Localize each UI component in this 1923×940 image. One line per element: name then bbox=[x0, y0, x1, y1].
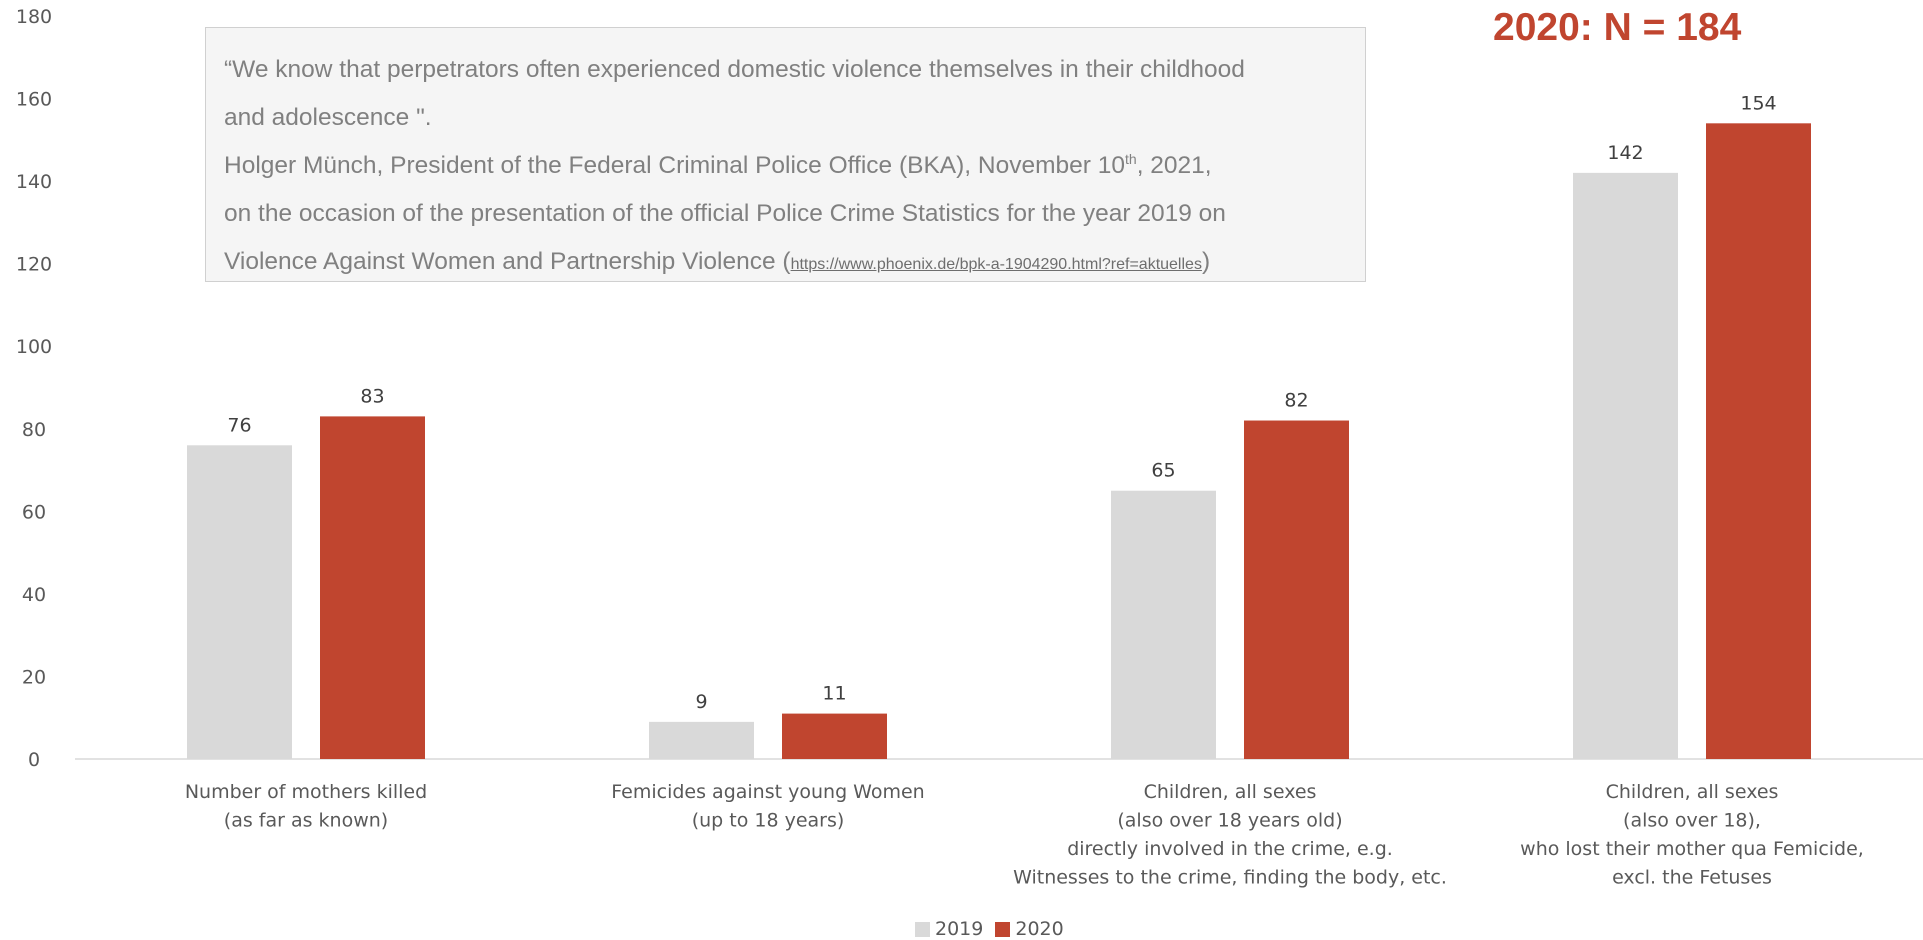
y-tick-label: 0 bbox=[28, 749, 40, 771]
legend-swatch-2019 bbox=[915, 921, 930, 937]
legend-swatch-2020 bbox=[995, 921, 1011, 937]
y-tick-label: 80 bbox=[22, 419, 46, 441]
y-tick-label: 60 bbox=[22, 501, 46, 523]
legend-label-2020: 2020 bbox=[1015, 918, 1064, 940]
x-tick-label: (as far as known) bbox=[224, 810, 388, 832]
x-tick-label: Number of mothers killed bbox=[185, 781, 427, 803]
quote-line-4: on the occasion of the presentation of t… bbox=[224, 200, 1226, 227]
x-tick-label: who lost their mother qua Femicide, bbox=[1520, 838, 1864, 860]
y-tick-label: 140 bbox=[16, 171, 52, 193]
data-label: 65 bbox=[1151, 460, 1175, 482]
bar-2020 bbox=[782, 713, 887, 759]
data-label: 76 bbox=[227, 414, 251, 436]
quote-line-5-end: ) bbox=[1201, 248, 1211, 275]
data-label: 9 bbox=[695, 691, 707, 713]
legend: 2019 2020 bbox=[915, 918, 1076, 940]
data-label: 142 bbox=[1607, 142, 1643, 164]
y-tick-label: 160 bbox=[16, 89, 52, 111]
bar-2020 bbox=[1706, 123, 1811, 760]
quote-line-5-text: Violence Against Women and Partnership V… bbox=[224, 248, 791, 275]
x-tick-label: Children, all sexes bbox=[1606, 781, 1779, 803]
quote-line-3-end: , 2021, bbox=[1136, 152, 1212, 179]
x-tick-label: Witnesses to the crime, finding the body… bbox=[1013, 867, 1447, 889]
y-tick-label: 180 bbox=[16, 6, 52, 28]
x-tick-label: (up to 18 years) bbox=[692, 810, 845, 832]
bar-2020 bbox=[1244, 420, 1349, 759]
data-label: 11 bbox=[822, 683, 846, 705]
y-tick-label: 40 bbox=[22, 584, 46, 606]
quote-line-2: and adolescence ". bbox=[224, 104, 432, 131]
quote-line-3-text: Holger Münch, President of the Federal C… bbox=[224, 152, 1125, 179]
x-tick-label: directly involved in the crime, e.g. bbox=[1067, 838, 1393, 860]
data-label: 83 bbox=[360, 385, 384, 407]
quote-box: “We know that perpetrators often experie… bbox=[205, 27, 1366, 282]
bar-2019 bbox=[649, 721, 754, 759]
source-link[interactable]: https://www.phoenix.de/bpk-a-1904290.htm… bbox=[790, 256, 1202, 273]
x-tick-label: excl. the Fetuses bbox=[1612, 867, 1772, 889]
x-tick-label: Children, all sexes bbox=[1144, 781, 1317, 803]
bar-2020 bbox=[320, 416, 425, 759]
legend-label-2019: 2019 bbox=[935, 918, 984, 940]
y-tick-label: 100 bbox=[16, 336, 52, 358]
x-tick-label: (also over 18 years old) bbox=[1117, 810, 1342, 832]
x-tick-label: Femicides against young Women bbox=[611, 781, 924, 803]
bar-2019 bbox=[1573, 172, 1678, 759]
data-label: 82 bbox=[1284, 390, 1308, 412]
bar-2019 bbox=[187, 445, 292, 759]
y-tick-label: 120 bbox=[16, 254, 52, 276]
legend-item-2019: 2019 bbox=[915, 918, 983, 940]
bar-2019 bbox=[1111, 490, 1216, 759]
quote-line-5: Violence Against Women and Partnership V… bbox=[224, 238, 1347, 289]
data-label: 154 bbox=[1740, 92, 1776, 114]
quote-line-3: Holger Münch, President of the Federal C… bbox=[224, 142, 1347, 190]
legend-item-2020: 2020 bbox=[995, 918, 1064, 940]
quote-line-1: “We know that perpetrators often experie… bbox=[224, 56, 1245, 83]
x-tick-label: (also over 18), bbox=[1623, 810, 1761, 832]
quote-superscript: th bbox=[1125, 151, 1137, 167]
y-tick-label: 20 bbox=[22, 666, 46, 688]
sample-size-label: 2020: N = 184 bbox=[1493, 6, 1742, 49]
